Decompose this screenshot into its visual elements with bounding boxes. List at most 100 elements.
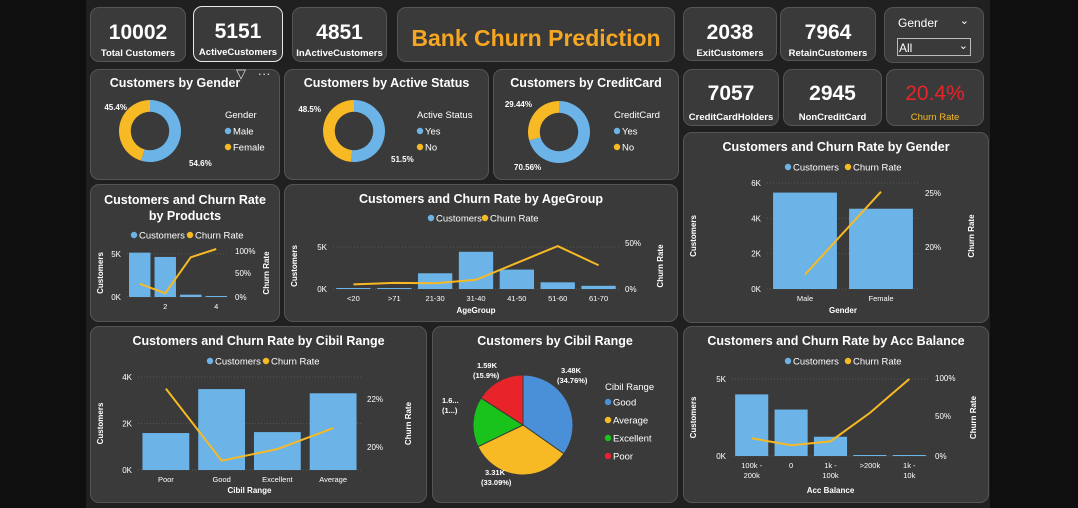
kpi-noncreditcard[interactable]: 2945 NonCreditCard <box>783 69 882 126</box>
cibil-pie-chart[interactable]: 3.48K(34.76%) 3.31K(33.09%) 1.6...(1...) 1.… <box>433 327 678 503</box>
cibil-combo-chart[interactable]: Customers Churn Rate 0K 2K 4K 20% 22% Poor Good E… <box>91 327 427 503</box>
legend-marker <box>784 357 792 365</box>
visual-header-icons[interactable]: ▽ ··· <box>236 66 271 82</box>
legend-title: Active Status <box>417 110 473 121</box>
kpi-label: CreditCardHolders <box>688 112 774 123</box>
y-axis-title: Customers <box>96 252 105 294</box>
active-donut-chart[interactable]: 51.5% 48.5% Active Status Yes No <box>285 70 489 180</box>
y-tick-label: 5K <box>317 243 327 252</box>
bar <box>540 282 575 289</box>
legend-label: Churn Rate <box>195 231 244 242</box>
y-tick-label: 5K <box>716 375 726 384</box>
churn-rate-line <box>139 248 217 295</box>
legend-label: Yes <box>425 127 441 138</box>
legend-label: Customers <box>215 357 261 368</box>
bar <box>581 285 616 289</box>
kpi-inactive-customers[interactable]: 4851 InActiveCustomers <box>292 7 387 62</box>
chart-title: Customers and Churn Rate by Products <box>104 193 266 223</box>
kpi-retain-customers[interactable]: 7964 RetainCustomers <box>780 7 876 61</box>
x-tick-label: >71 <box>388 294 401 303</box>
chart-card-age-combo[interactable]: Customers and Churn Rate by AgeGroup Cus… <box>284 184 678 322</box>
y-tick-label: 4K <box>751 214 761 223</box>
kpi-label: NonCreditCard <box>798 112 867 123</box>
kpi-value: 7964 <box>804 21 852 44</box>
legend-label: Average <box>613 416 648 427</box>
data-label: 70.56% <box>514 163 541 172</box>
bar <box>309 393 357 470</box>
bar <box>853 455 887 456</box>
churn-rate-line <box>804 190 882 276</box>
data-label: 54.6% <box>189 159 212 168</box>
bar <box>377 288 412 289</box>
legend-marker <box>130 231 138 239</box>
churn-rate-line <box>165 388 334 462</box>
balance-combo-chart[interactable]: Customers Churn Rate 0K 5K 0% 50% 100% 100k -20… <box>684 327 989 503</box>
data-label: (34.76%) <box>557 376 588 385</box>
legend-marker <box>481 214 489 222</box>
chart-card-products-combo[interactable]: Customers and Churn Rate by Products Cus… <box>90 184 280 322</box>
chart-card-creditcard-donut[interactable]: Customers by CreditCard 70.56% 29.44% Cred… <box>493 69 679 180</box>
x-tick-label: 200k <box>744 471 761 480</box>
chart-card-balance-combo[interactable]: Customers and Churn Rate by Acc Balance … <box>683 326 989 503</box>
chart-card-cibil-combo[interactable]: Customers and Churn Rate by Cibil Range … <box>90 326 427 503</box>
legend-label: Churn Rate <box>271 357 320 368</box>
y2-tick-label: 100% <box>935 374 955 383</box>
legend-marker <box>416 143 424 151</box>
creditcard-donut-chart[interactable]: 70.56% 29.44% CreditCard Yes No <box>494 70 679 180</box>
gender-slicer[interactable]: Gender ⌄ All ⌄ <box>884 7 984 63</box>
y2-tick-label: 50% <box>935 412 951 421</box>
legend-marker <box>604 452 612 460</box>
legend-title: CreditCard <box>614 110 660 121</box>
x-tick-label: Poor <box>158 475 174 484</box>
legend-title: Gender <box>225 110 257 121</box>
more-options-icon[interactable]: ··· <box>257 66 271 81</box>
donut-hole <box>130 111 170 151</box>
bar <box>813 436 848 456</box>
bar <box>849 208 913 289</box>
y-tick-label: 0K <box>111 293 121 302</box>
y-tick-label: 2K <box>122 420 132 429</box>
kpi-churn-rate[interactable]: 20.4% Churn Rate <box>886 69 984 126</box>
bar <box>735 394 769 456</box>
chart-card-cibil-pie[interactable]: Customers by Cibil Range 3.48K (34.76%) 3.… <box>432 326 678 503</box>
chart-card-gender-donut[interactable]: Customers by Gender 54.6% 45.4% Gender Male… <box>90 69 280 180</box>
x-axis-title: Gender <box>829 306 857 315</box>
gender-donut-chart[interactable]: 54.6% 45.4% Gender Male Female <box>91 70 280 180</box>
churn-rate-line <box>751 378 910 447</box>
dropdown-value: All <box>899 41 913 55</box>
x-tick-label: 31-40 <box>466 294 485 303</box>
kpi-active-customers[interactable]: 5151 ActiveCustomers <box>193 6 283 62</box>
kpi-value: 2038 <box>706 21 754 44</box>
chart-card-active-donut[interactable]: Customers by Active Status 51.5% 48.5% Act… <box>284 69 489 180</box>
legend-marker <box>224 143 232 151</box>
x-tick-label: 1k - <box>903 461 916 470</box>
x-tick-label: Male <box>797 294 813 303</box>
y2-tick-label: 0% <box>935 452 947 461</box>
gender-dropdown[interactable]: All ⌄ <box>897 38 971 56</box>
gender-combo-chart[interactable]: Customers Churn Rate 0K 2K 4K 6K 20% 25% Male Fem… <box>684 133 989 323</box>
x-tick-label: >200k <box>860 461 881 470</box>
chart-title: Customers and Churn Rate by Gender <box>722 140 950 154</box>
chart-card-gender-combo[interactable]: Customers and Churn Rate by Gender Custo… <box>683 132 989 323</box>
x-tick-label: 4 <box>214 302 218 311</box>
legend-label: Churn Rate <box>490 214 539 225</box>
gender-slicer-header[interactable]: Gender ⌄ <box>897 14 971 32</box>
bar <box>773 192 837 289</box>
kpi-value: 2945 <box>809 82 856 105</box>
kpi-creditcard-holders[interactable]: 7057 CreditCardHolders <box>683 69 779 126</box>
y2-tick-label: 20% <box>925 243 941 252</box>
filter-icon[interactable]: ▽ <box>236 66 246 81</box>
y-tick-label: 4K <box>122 373 132 382</box>
y2-tick-label: 100% <box>235 247 255 256</box>
data-label: 3.31K <box>485 468 506 477</box>
data-label: 1.6... <box>442 396 459 405</box>
kpi-exit-customers[interactable]: 2038 ExitCustomers <box>683 7 777 61</box>
x-tick-label: 100k <box>822 471 839 480</box>
data-label: 1.59K <box>477 361 498 370</box>
y-axis-title: Customers <box>689 215 698 257</box>
legend-label: No <box>425 143 437 154</box>
bar <box>774 409 808 456</box>
age-combo-chart[interactable]: Customers Churn Rate 0K 5K 0% 50% <20 >71 21-30 3… <box>285 185 678 322</box>
kpi-total-customers[interactable]: 10002 Total Customers <box>90 7 186 62</box>
